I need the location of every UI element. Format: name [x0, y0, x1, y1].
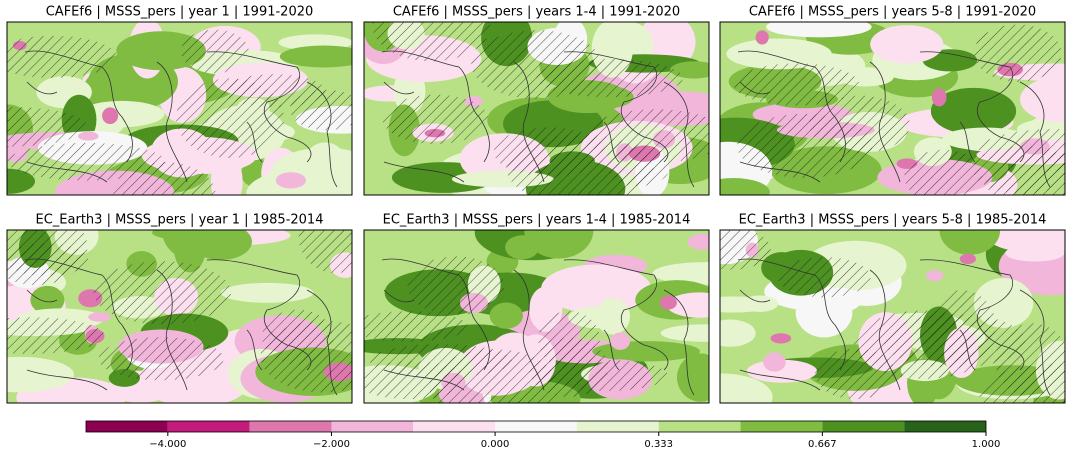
map-frame	[6, 229, 353, 404]
panel-title: EC_Earth3 | MSSS_pers | years 5-8 | 1985…	[739, 213, 1047, 228]
map-field	[720, 22, 1065, 195]
colorbar-tick-label: 1.000	[972, 439, 1001, 450]
colorbar-tick-label: −2.000	[313, 439, 350, 450]
panel-title: EC_Earth3 | MSSS_pers | year 1 | 1985-20…	[36, 213, 324, 228]
colorbar-segment	[413, 421, 496, 432]
map-frame	[363, 229, 710, 404]
colorbar-segment	[495, 421, 577, 432]
map-field	[7, 22, 352, 195]
colorbar-frame	[85, 420, 987, 433]
map-frame	[363, 21, 710, 196]
colorbar-tick-label: −4.000	[149, 439, 186, 450]
map-panel: EC_Earth3 | MSSS_pers | year 1 | 1985-20…	[6, 213, 353, 404]
map-frame	[719, 229, 1066, 404]
map-panel: CAFEf6 | MSSS_pers | year 1 | 1991-2020	[6, 5, 353, 196]
panel-title: EC_Earth3 | MSSS_pers | years 1-4 | 1985…	[383, 213, 691, 228]
map-panel: EC_Earth3 | MSSS_pers | years 1-4 | 1985…	[363, 213, 710, 404]
colorbar-segment	[86, 421, 168, 432]
map-panel: CAFEf6 | MSSS_pers | years 5-8 | 1991-20…	[719, 5, 1066, 196]
colorbar-tick-label: 0.000	[481, 439, 510, 450]
panel-title: CAFEf6 | MSSS_pers | year 1 | 1991-2020	[46, 5, 314, 20]
panel-title: CAFEf6 | MSSS_pers | years 5-8 | 1991-20…	[749, 5, 1036, 20]
map-field	[720, 230, 1065, 403]
colorbar-tick-label: 0.333	[644, 439, 673, 450]
panel-title: CAFEf6 | MSSS_pers | years 1-4 | 1991-20…	[393, 5, 680, 20]
colorbar-segment	[658, 421, 741, 432]
map-field	[364, 22, 709, 195]
map-field	[7, 230, 352, 403]
map-frame	[6, 21, 353, 196]
colorbar-segment	[249, 421, 332, 432]
colorbar-segment	[822, 421, 905, 432]
map-frame	[719, 21, 1066, 196]
colorbar-tick-label: 0.667	[808, 439, 837, 450]
colorbar-segment	[167, 421, 250, 432]
colorbar-segment	[740, 421, 823, 432]
map-panel: CAFEf6 | MSSS_pers | years 1-4 | 1991-20…	[363, 5, 710, 196]
map-field	[364, 230, 709, 403]
colorbar-segment	[576, 421, 659, 432]
colorbar-segment	[904, 421, 986, 432]
map-panel: EC_Earth3 | MSSS_pers | years 5-8 | 1985…	[719, 213, 1066, 404]
colorbar-segment	[331, 421, 414, 432]
